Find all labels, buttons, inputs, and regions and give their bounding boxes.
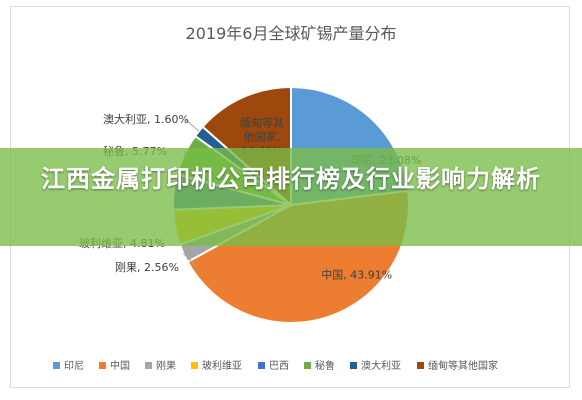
leader-line-2 bbox=[183, 253, 198, 268]
legend-label-7: 缅甸等其他国家 bbox=[428, 359, 498, 372]
chart-title: 2019年6月全球矿锡产量分布 bbox=[186, 24, 397, 43]
legend-label-0: 印尼 bbox=[64, 360, 84, 372]
overlay-title: 江西金属打印机公司排行榜及行业影响力解析 bbox=[41, 165, 541, 193]
slice-label-6: 澳大利亚, 1.60% bbox=[103, 112, 189, 126]
legend-swatch-3 bbox=[191, 362, 198, 369]
slice-label-1: 中国, 43.91% bbox=[321, 268, 392, 281]
legend-label-2: 刚果 bbox=[156, 360, 176, 372]
leader-line-6 bbox=[184, 118, 200, 132]
legend-swatch-2 bbox=[145, 362, 152, 369]
legend-label-3: 玻利维亚 bbox=[202, 359, 242, 372]
legend-swatch-7 bbox=[417, 362, 424, 369]
legend: 印尼 中国 刚果 玻利维亚 巴西 秘鲁 澳大利亚 缅甸等其他国家 bbox=[53, 359, 498, 372]
title-banner bbox=[0, 148, 582, 246]
legend-swatch-0 bbox=[53, 362, 60, 369]
legend-swatch-4 bbox=[258, 362, 265, 369]
legend-swatch-5 bbox=[304, 362, 311, 369]
legend-swatch-6 bbox=[350, 362, 357, 369]
slice-label-2: 刚果, 2.56% bbox=[115, 261, 179, 274]
legend-swatch-1 bbox=[99, 362, 106, 369]
legend-label-4: 巴西 bbox=[269, 360, 289, 372]
legend-label-1: 中国 bbox=[110, 359, 130, 372]
legend-label-6: 澳大利亚 bbox=[361, 359, 401, 372]
legend-label-5: 秘鲁 bbox=[315, 359, 335, 372]
